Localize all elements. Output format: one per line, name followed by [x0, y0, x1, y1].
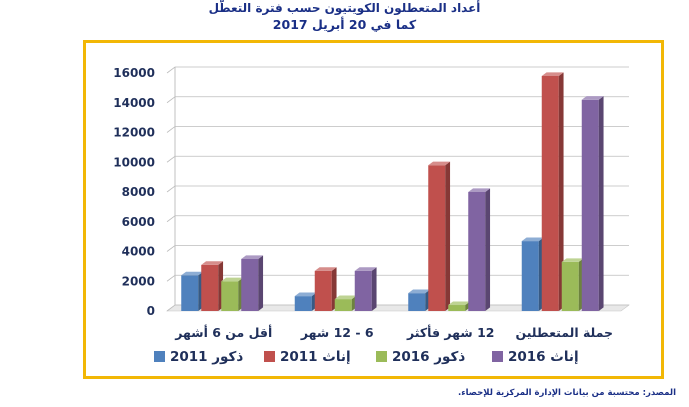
- gridline: [166, 155, 629, 163]
- bar: [314, 267, 337, 311]
- bar-front: [314, 270, 332, 311]
- bar-top: [241, 255, 264, 259]
- legend-item: 2011 إناث: [264, 349, 351, 365]
- bar-side: [598, 96, 604, 311]
- chart-subtitle: كما في 20 أبريل 2017: [272, 17, 417, 32]
- bar-top: [521, 237, 544, 242]
- bar-top: [468, 188, 491, 192]
- bar: [408, 289, 431, 311]
- legend-label: 2016 إناث: [508, 349, 579, 365]
- bar-top: [201, 261, 224, 265]
- y-tick-label: 4000: [122, 245, 155, 259]
- bar-front: [448, 305, 466, 311]
- bar-side: [485, 188, 491, 311]
- bar-top: [354, 267, 377, 271]
- bar: [241, 255, 264, 311]
- bar-side: [258, 255, 264, 311]
- y-tick-label: 16000: [113, 66, 155, 80]
- bar-front: [541, 75, 559, 311]
- bar-front: [521, 241, 539, 311]
- bar-front: [561, 261, 579, 311]
- y-tick-label: 2000: [122, 274, 155, 288]
- bar: [334, 295, 357, 311]
- bars: [181, 72, 604, 312]
- gridline: [166, 96, 629, 104]
- axis-ticks: 0 2000 4000 6000 8000 10000 12000 14000 16000: [113, 66, 155, 318]
- y-tick-label: 6000: [122, 215, 155, 229]
- bar-side: [445, 161, 451, 311]
- bar-front: [241, 258, 259, 311]
- bar: [448, 301, 471, 311]
- legend-swatch: [376, 351, 387, 362]
- gridline: [166, 185, 629, 193]
- category-labels: أقل من 6 أشهر 6 - 12 شهر 12 شهر فأكثر جملة …: [174, 324, 613, 340]
- legend-swatch: [154, 351, 165, 362]
- y-tick-label: 0: [147, 304, 155, 318]
- category-label: 12 شهر فأكثر: [406, 324, 494, 340]
- bar-front: [354, 270, 372, 311]
- gridline: [166, 126, 629, 133]
- y-tick-label: 14000: [113, 96, 155, 110]
- bar-front: [221, 281, 239, 311]
- legend: 2011 ذكور 2011 إناث 2016 ذكور 2016 إناث: [154, 349, 579, 365]
- bar: [581, 96, 604, 312]
- category-label: أقل من 6 أشهر: [174, 324, 272, 340]
- bar-top: [334, 295, 357, 300]
- legend-swatch: [492, 351, 503, 362]
- source-note: المصدر: محتسبة من بيانات الإدارة المركزي…: [458, 388, 676, 398]
- bar-front: [181, 275, 199, 311]
- bar-top: [221, 277, 244, 282]
- y-tick-label: 10000: [113, 155, 155, 169]
- bar-side: [558, 72, 564, 311]
- bar: [468, 188, 491, 311]
- y-tick-label: 12000: [113, 126, 155, 140]
- bar-top: [541, 72, 564, 76]
- legend-item: 2016 إناث: [492, 349, 579, 365]
- chart-frame: 0 2000 4000 6000 8000 10000 12000 14000 16000 أق…: [83, 40, 664, 379]
- bar-top: [448, 301, 471, 306]
- bar-front: [428, 165, 446, 311]
- y-tick-label: 8000: [122, 185, 155, 199]
- legend-item: 2011 ذكور: [154, 349, 243, 365]
- chart-title: أعداد المتعطلون الكويتيون حسب فترة التعط…: [208, 1, 481, 15]
- legend-swatch: [264, 351, 275, 362]
- bar-top: [294, 292, 317, 297]
- bar-front: [408, 293, 426, 311]
- bar-top: [581, 96, 604, 100]
- bar: [354, 267, 377, 311]
- bar-side: [371, 267, 377, 311]
- bar-top: [408, 289, 431, 294]
- bar: [181, 271, 204, 311]
- legend-item: 2016 ذكور: [376, 349, 465, 365]
- legend-label: 2011 ذكور: [170, 349, 243, 365]
- bar-front: [294, 296, 312, 311]
- bar-front: [581, 99, 599, 312]
- bar-top: [428, 161, 451, 166]
- gridline: [166, 66, 629, 74]
- bar-front: [334, 299, 352, 311]
- bar-chart: 0 2000 4000 6000 8000 10000 12000 14000 16000 أق…: [113, 66, 630, 365]
- bar: [521, 237, 544, 311]
- legend-label: 2011 إناث: [280, 349, 351, 365]
- bar-top: [314, 267, 337, 271]
- bar: [221, 277, 244, 311]
- bar: [428, 161, 451, 311]
- category-label: 6 - 12 شهر: [300, 325, 374, 340]
- bar: [201, 261, 224, 311]
- legend-label: 2016 ذكور: [392, 349, 465, 365]
- bar-front: [468, 192, 486, 311]
- bar: [561, 258, 584, 311]
- bar-front: [201, 264, 219, 311]
- bar: [294, 292, 317, 311]
- category-label: جملة المتعطلين: [515, 325, 613, 340]
- bar-top: [181, 271, 204, 276]
- bar: [541, 72, 564, 311]
- bar-top: [561, 258, 584, 262]
